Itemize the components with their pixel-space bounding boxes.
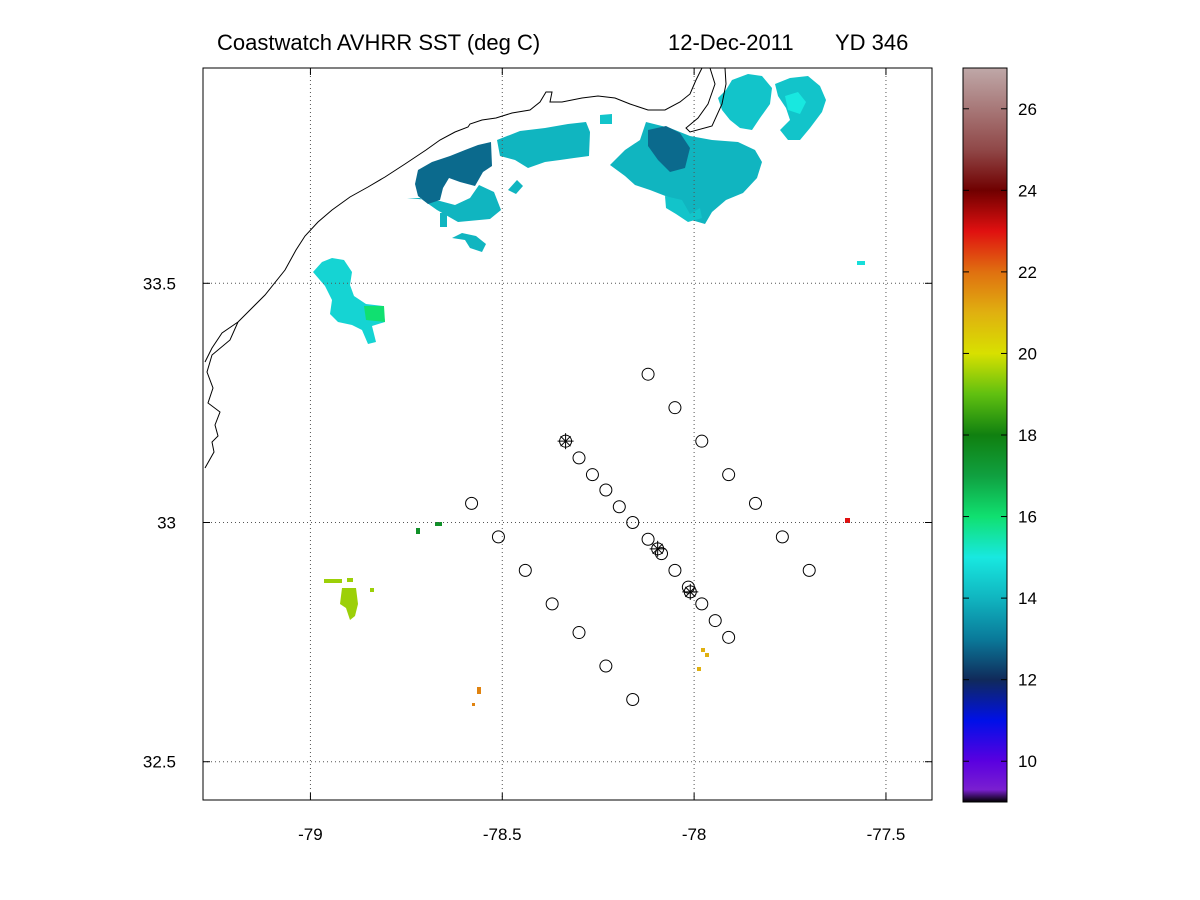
station-marker-highlighted xyxy=(682,583,699,600)
colorbar-tick-label: 14 xyxy=(1018,589,1037,608)
station-marker xyxy=(572,626,586,640)
station-marker xyxy=(722,630,736,644)
station-marker xyxy=(491,530,505,544)
sst-patch-yellow-dots xyxy=(697,648,709,671)
station-marker xyxy=(708,614,722,628)
colorbar-tick-label: 26 xyxy=(1018,100,1037,119)
station-markers xyxy=(465,367,816,707)
colorbar-tick-label: 10 xyxy=(1018,752,1037,771)
station-marker xyxy=(545,597,559,611)
station-marker xyxy=(626,516,640,530)
station-marker-highlighted xyxy=(557,433,574,450)
station-marker xyxy=(749,496,763,510)
sst-patch-coastal-main xyxy=(407,122,762,252)
station-marker xyxy=(518,563,532,577)
colorbar-tick-label: 20 xyxy=(1018,344,1037,363)
station-marker xyxy=(695,434,709,448)
colorbar-ticks: 10 12 14 16 18 20 22 24 26 xyxy=(963,100,1037,771)
sst-data-layer xyxy=(313,74,865,706)
station-marker xyxy=(641,532,655,546)
station-marker xyxy=(722,468,736,482)
y-tick-label: 33.5 xyxy=(143,274,176,293)
colorbar-gradient xyxy=(963,68,1007,802)
x-tick-label: -79 xyxy=(298,825,323,844)
coastline xyxy=(204,68,727,469)
station-marker xyxy=(572,451,586,465)
colorbar-tick-label: 18 xyxy=(1018,426,1037,445)
colorbar-tick-label: 24 xyxy=(1018,181,1037,200)
map-title: Coastwatch AVHRR SST (deg C) 12-Dec-2011… xyxy=(0,30,1200,60)
station-marker xyxy=(668,401,682,415)
title-date: 12-Dec-2011 xyxy=(668,30,794,55)
station-marker xyxy=(465,496,479,510)
title-source: Coastwatch AVHRR SST (deg C) xyxy=(217,30,541,55)
station-marker xyxy=(641,367,655,381)
station-marker xyxy=(599,483,613,497)
sst-patch-coastal-cold xyxy=(415,126,690,204)
sst-patch-northeast-warm xyxy=(785,92,806,114)
station-marker xyxy=(802,563,816,577)
y-tick-label: 33 xyxy=(157,514,176,533)
sst-patch-lime xyxy=(324,578,374,620)
y-tick-label: 32.5 xyxy=(143,753,176,772)
colorbar-tick-label: 22 xyxy=(1018,263,1037,282)
map-grid xyxy=(203,68,932,800)
map-frame xyxy=(202,67,933,801)
sst-patch-orange-dots xyxy=(472,687,481,706)
sst-patch-west-green xyxy=(364,306,385,322)
sst-patch-small-east xyxy=(857,261,865,265)
x-tick-label: -78 xyxy=(682,825,707,844)
station-marker xyxy=(585,468,599,482)
x-tick-label: -78.5 xyxy=(483,825,522,844)
colorbar-tick-label: 12 xyxy=(1018,671,1037,690)
sst-patch-red-dot xyxy=(845,518,850,523)
station-marker xyxy=(599,659,613,673)
station-marker xyxy=(612,500,626,514)
station-marker xyxy=(626,693,640,707)
sst-colorbar: 10 12 14 16 18 20 22 24 26 xyxy=(962,67,1037,803)
colorbar-tick-label: 16 xyxy=(1018,508,1037,527)
title-yearday: YD 346 xyxy=(835,30,909,55)
x-tick-label: -77.5 xyxy=(867,825,906,844)
sst-patch-green-dots xyxy=(416,522,442,534)
map-axes: -79 -78.5 -78 -77.5 33.5 33 32.5 xyxy=(143,68,932,844)
station-marker xyxy=(775,530,789,544)
station-marker xyxy=(668,563,682,577)
station-marker xyxy=(695,597,709,611)
station-marker xyxy=(655,547,669,561)
sst-patch-west xyxy=(313,258,385,344)
